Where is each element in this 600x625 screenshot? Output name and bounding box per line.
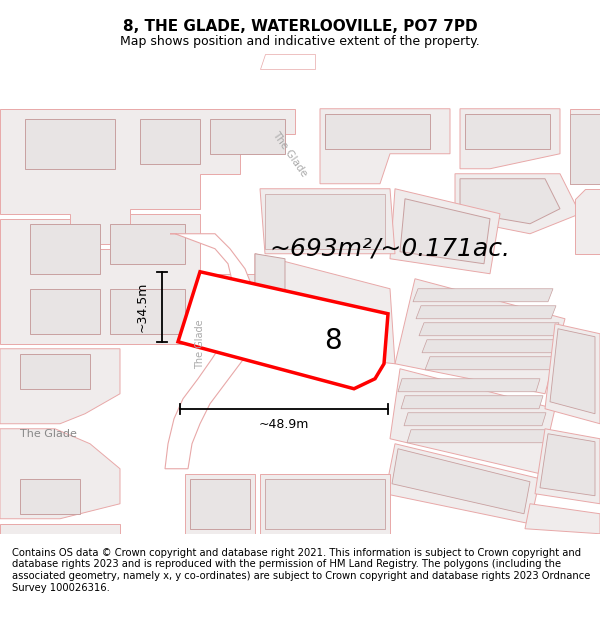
Polygon shape (260, 189, 395, 254)
Polygon shape (20, 479, 80, 514)
Polygon shape (0, 109, 295, 244)
Polygon shape (398, 379, 540, 392)
Polygon shape (255, 254, 285, 349)
Text: 8: 8 (325, 327, 342, 355)
Text: ~34.5m: ~34.5m (136, 281, 149, 332)
Polygon shape (422, 340, 562, 352)
Polygon shape (30, 224, 100, 274)
Polygon shape (570, 109, 600, 184)
Polygon shape (535, 429, 600, 504)
Polygon shape (210, 119, 285, 154)
Polygon shape (545, 324, 600, 424)
Polygon shape (25, 119, 115, 169)
Polygon shape (190, 479, 250, 529)
Polygon shape (525, 504, 600, 534)
Polygon shape (416, 306, 556, 319)
Polygon shape (465, 114, 550, 149)
Polygon shape (413, 289, 553, 302)
Polygon shape (392, 449, 530, 514)
Polygon shape (425, 357, 565, 370)
Polygon shape (419, 322, 559, 336)
Polygon shape (260, 474, 390, 534)
Polygon shape (20, 354, 90, 389)
Text: Contains OS data © Crown copyright and database right 2021. This information is : Contains OS data © Crown copyright and d… (12, 548, 590, 592)
Polygon shape (110, 289, 185, 334)
Polygon shape (540, 434, 595, 496)
Polygon shape (140, 119, 200, 164)
Text: Map shows position and indicative extent of the property.: Map shows position and indicative extent… (120, 35, 480, 48)
Polygon shape (0, 349, 120, 424)
Polygon shape (325, 114, 430, 149)
Polygon shape (260, 54, 315, 69)
Polygon shape (0, 214, 280, 344)
Polygon shape (320, 109, 450, 184)
Polygon shape (390, 369, 555, 474)
Polygon shape (455, 174, 580, 234)
Polygon shape (30, 289, 100, 334)
Polygon shape (460, 109, 560, 169)
Polygon shape (255, 254, 395, 364)
Polygon shape (404, 412, 546, 426)
Polygon shape (550, 329, 595, 414)
Polygon shape (460, 179, 560, 224)
Text: ~48.9m: ~48.9m (259, 418, 309, 431)
Text: The Glade: The Glade (195, 319, 205, 369)
Polygon shape (395, 279, 565, 394)
Polygon shape (265, 479, 385, 529)
Polygon shape (385, 444, 540, 524)
Text: ~693m²/~0.171ac.: ~693m²/~0.171ac. (269, 237, 511, 261)
Text: The Glade: The Glade (20, 429, 76, 439)
Polygon shape (407, 430, 549, 442)
Polygon shape (110, 224, 185, 264)
Polygon shape (165, 234, 260, 469)
Polygon shape (400, 199, 490, 264)
Polygon shape (185, 474, 255, 534)
Polygon shape (265, 194, 385, 249)
Polygon shape (390, 189, 500, 274)
Polygon shape (0, 524, 120, 534)
Polygon shape (575, 189, 600, 254)
Polygon shape (0, 429, 120, 519)
Polygon shape (570, 114, 600, 184)
Polygon shape (178, 272, 388, 389)
Text: 8, THE GLADE, WATERLOOVILLE, PO7 7PD: 8, THE GLADE, WATERLOOVILLE, PO7 7PD (122, 19, 478, 34)
Polygon shape (401, 396, 543, 409)
Text: The Glade: The Glade (271, 129, 309, 178)
